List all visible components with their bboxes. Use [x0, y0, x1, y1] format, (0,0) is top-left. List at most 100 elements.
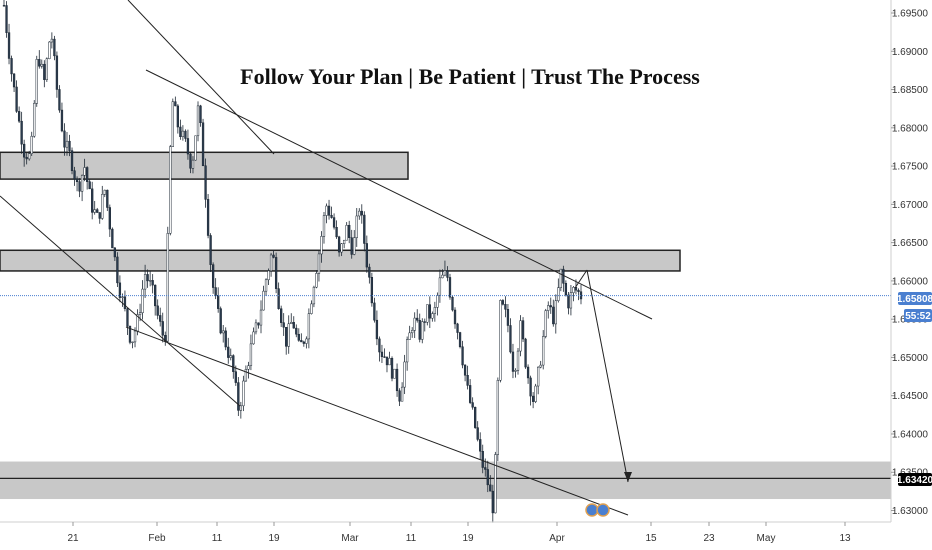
candle-body [325, 205, 328, 216]
candle-body [93, 209, 96, 213]
price-tick-label: 1.67500 [892, 162, 929, 173]
candle-body [113, 247, 117, 258]
candle-body [12, 73, 16, 88]
candle-body [509, 325, 512, 353]
candle-body [111, 228, 114, 249]
sr-zone [0, 249, 681, 272]
candles-layer [2, 0, 583, 523]
candle-body [70, 150, 74, 171]
trendline [125, 326, 629, 516]
candle-body [524, 338, 527, 368]
candle-body [58, 89, 61, 111]
time-tick-label: 11 [406, 533, 417, 544]
candle-body [511, 351, 515, 372]
candle-body [370, 277, 374, 304]
candle-body [17, 111, 21, 122]
candle-body [365, 243, 368, 268]
candle-body [383, 356, 386, 358]
candle-body [254, 322, 258, 333]
candle-body [269, 254, 273, 272]
candle-body [569, 292, 573, 309]
candle-body [537, 366, 540, 387]
candle-body [479, 439, 482, 452]
time-tick-label: 19 [268, 533, 280, 544]
candle-body [201, 122, 205, 167]
price-axis[interactable]: 1.69500 1.69000 1.68500 1.68000 1.67500 1.670… [890, 0, 932, 522]
candle-body [103, 189, 106, 195]
candle-body [45, 58, 48, 80]
candle-body [285, 326, 288, 347]
time-tick-label: 11 [212, 533, 223, 544]
candle-body [35, 59, 38, 104]
candle-body [249, 343, 253, 366]
candle-body [217, 295, 220, 309]
candle-body [413, 317, 416, 331]
candle-body [65, 140, 69, 148]
candle-body [534, 385, 537, 402]
trendline [574, 269, 588, 289]
candle-body [363, 214, 366, 244]
candle-body [206, 199, 210, 236]
time-tick-label: 15 [645, 533, 657, 544]
candle-body [247, 365, 250, 370]
candle-body [50, 38, 54, 43]
candle-body [378, 338, 381, 353]
candle-body [209, 235, 212, 265]
candle-body [315, 273, 318, 288]
trendline [127, 0, 275, 155]
candle-body [436, 295, 439, 308]
candle-body [96, 209, 99, 213]
candle-body [431, 313, 434, 319]
candle-body [121, 296, 124, 298]
candle-body [123, 296, 127, 309]
candle-body [224, 330, 227, 348]
candle-body [98, 212, 101, 219]
candle-body [343, 239, 346, 244]
candle-body [572, 287, 575, 293]
current-price-label: 1.65808 [897, 294, 932, 305]
time-tick-label: Apr [549, 533, 565, 544]
current-price-badge [898, 292, 932, 305]
time-axis[interactable]: 21 Feb 11 19 Mar 11 19 Apr 15 23 May 13 [0, 521, 891, 544]
candle-body [567, 294, 570, 309]
candle-body [443, 270, 447, 276]
candle-body [60, 109, 64, 132]
candle-body [348, 224, 351, 238]
price-tick-label: 1.69000 [892, 47, 929, 58]
chart-title: Follow Your Plan | Be Patient | Trust Th… [240, 64, 700, 89]
candle-body [474, 406, 477, 428]
candle-body [456, 323, 459, 333]
candle-body [489, 484, 492, 492]
candle-body [292, 322, 295, 329]
candle-body [499, 300, 502, 381]
event-marker-icon[interactable] [585, 503, 599, 517]
candle-body [191, 159, 195, 169]
candle-body [544, 310, 547, 337]
candle-body [388, 357, 391, 366]
candle-body [53, 38, 56, 57]
candle-body [481, 450, 484, 468]
candle-body [80, 175, 84, 192]
event-marker-icon[interactable] [596, 503, 610, 517]
candle-body [557, 287, 560, 301]
candle-body [174, 101, 177, 107]
candle-body [159, 315, 162, 322]
candle-body [519, 320, 522, 352]
event-icons[interactable] [585, 503, 610, 517]
candle-body [337, 236, 341, 253]
candle-body [554, 300, 557, 325]
candle-body [264, 279, 268, 292]
candle-body [471, 402, 474, 408]
candle-body [418, 320, 421, 340]
candle-body [214, 287, 217, 296]
candle-body [514, 370, 517, 372]
candle-body [390, 357, 394, 379]
price-tick-label: 1.68500 [892, 85, 929, 96]
candle-body [280, 308, 283, 323]
candle-body [148, 280, 152, 282]
candle-body [68, 140, 71, 151]
candle-body [411, 330, 414, 334]
candle-body [302, 341, 305, 344]
trendline [586, 269, 629, 483]
